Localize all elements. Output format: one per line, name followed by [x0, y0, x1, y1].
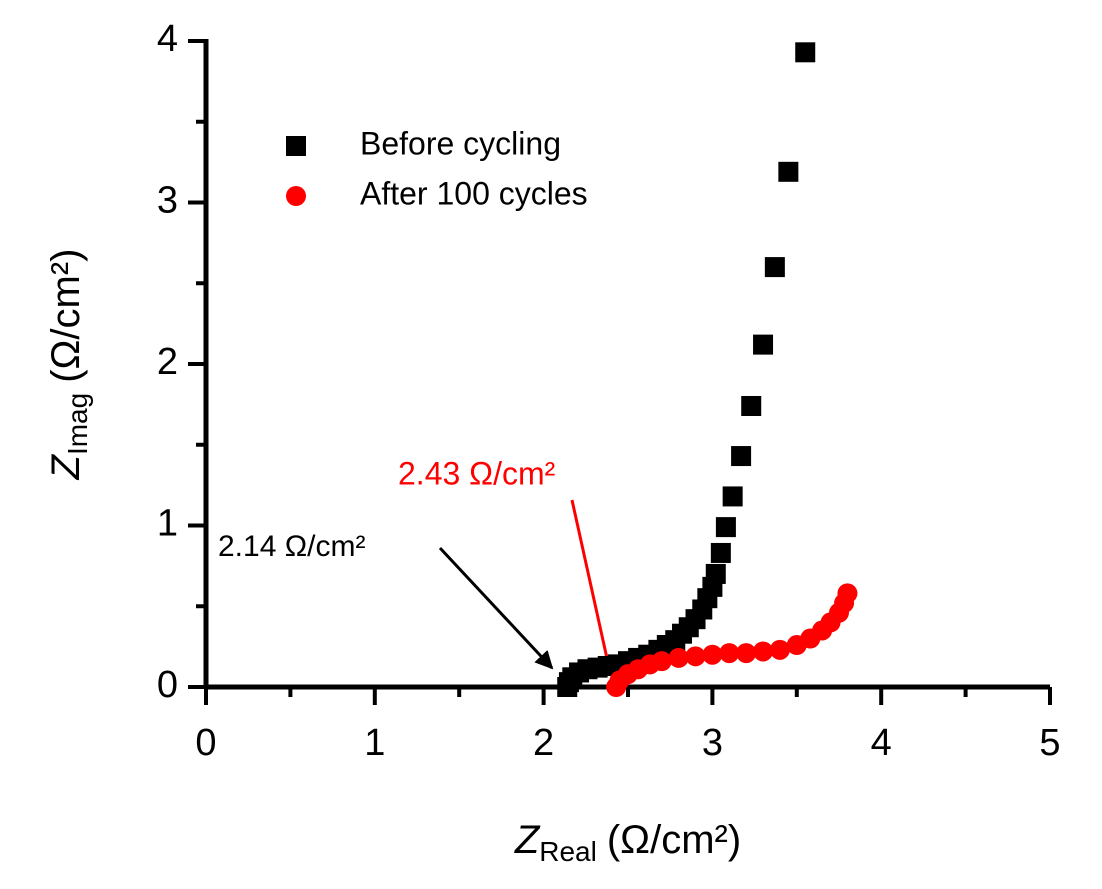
data-point: [769, 639, 790, 660]
x-tick-label: 4: [871, 722, 892, 764]
axis-symbol: Z: [514, 818, 541, 862]
annotation-arrow: [570, 499, 616, 674]
annotation: 2.43 Ω/cm²: [398, 455, 556, 491]
axis-symbol: Z: [44, 453, 88, 480]
data-point: [795, 42, 816, 63]
y-tick-label: 2: [157, 341, 178, 383]
axis-subscript: Imag: [62, 393, 93, 455]
axis-unit: (Ω/cm²): [607, 818, 741, 862]
data-point: [702, 644, 723, 665]
x-tick-label: 2: [533, 722, 554, 764]
data-point: [753, 334, 774, 355]
data-point: [731, 446, 752, 467]
data-point: [722, 486, 743, 507]
data-point: [736, 643, 757, 664]
data-point: [685, 646, 706, 667]
y-tick-label: 1: [157, 503, 178, 545]
x-tick-label: 5: [1039, 722, 1060, 764]
data-point: [719, 643, 740, 664]
data-point: [710, 542, 731, 563]
axis-unit: (Ω/cm²): [44, 249, 88, 383]
x-tick-label: 1: [364, 722, 385, 764]
y-tick-label: 4: [157, 18, 178, 60]
x-tick-label: 3: [702, 722, 723, 764]
data-point: [557, 677, 578, 697]
legend-marker: [286, 186, 306, 206]
x-label: ZReal (Ω/cm²): [514, 818, 741, 868]
annotation: 2.14 Ω/cm²: [218, 530, 365, 563]
y-tick-label: 0: [157, 664, 178, 706]
x-tick-label: 0: [195, 722, 216, 764]
data-point: [837, 583, 858, 604]
data-point: [741, 395, 762, 416]
legend-marker: [286, 136, 306, 156]
y-tick-label: 3: [157, 180, 178, 222]
data-point: [764, 257, 785, 278]
data-point: [778, 161, 799, 182]
data-point: [651, 651, 672, 672]
data-point: [715, 517, 736, 538]
annotation-arrow: [438, 546, 554, 670]
y-label: ZImag (Ω/cm²): [44, 249, 94, 481]
axis-subscript: Real: [539, 836, 597, 867]
data-point: [753, 641, 774, 662]
data-point: [668, 647, 689, 668]
legend-label: Before cycling: [360, 125, 561, 161]
legend-label: After 100 cycles: [360, 175, 588, 211]
